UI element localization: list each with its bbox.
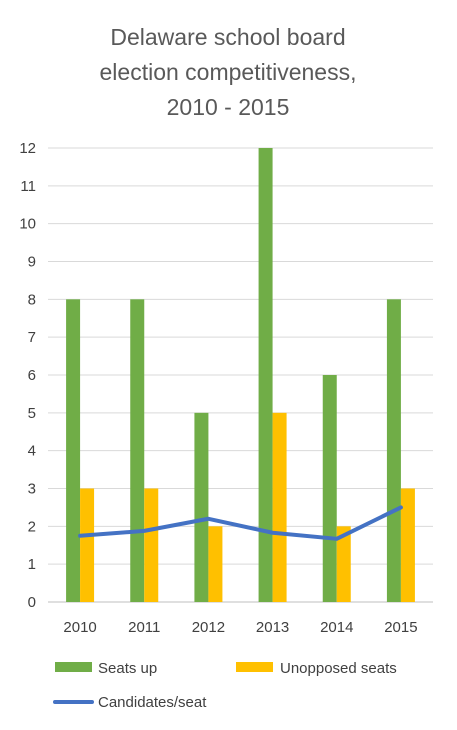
bars — [66, 148, 415, 602]
x-axis-ticks: 2010 2011 2012 2013 2014 2015 — [63, 619, 417, 636]
line-candidates-seat — [78, 505, 403, 541]
x-tick-label-2011: 2011 — [128, 619, 160, 636]
y-tick-label-11: 11 — [20, 178, 36, 195]
y-tick-label-4: 4 — [28, 443, 36, 460]
y-tick-label-3: 3 — [28, 481, 36, 498]
legend-swatch-seats-up — [55, 662, 92, 672]
legend: Seats up Unopposed seats Candidates/seat — [53, 660, 397, 711]
x-tick-label-2012: 2012 — [192, 619, 225, 636]
bar-unopposed-seats-2014 — [336, 526, 351, 602]
y-tick-label-0: 0 — [28, 594, 36, 611]
bar-seats-up-2013 — [258, 148, 273, 602]
x-tick-label-2013: 2013 — [256, 619, 289, 636]
legend-label-candidates-per-seat: Candidates/seat — [98, 694, 207, 711]
gridlines — [48, 147, 433, 603]
bar-unopposed-seats-2012 — [208, 526, 223, 602]
bar-unopposed-seats-2011 — [144, 488, 159, 602]
line-layer — [78, 505, 403, 541]
bar-seats-up-2011 — [130, 299, 145, 602]
bar-seats-up-2014 — [322, 375, 337, 602]
legend-label-unopposed-seats: Unopposed seats — [280, 660, 397, 677]
x-tick-label-2015: 2015 — [384, 619, 417, 636]
bar-seats-up-2010 — [66, 299, 81, 602]
y-tick-label-12: 12 — [19, 140, 36, 157]
bar-seats-up-2015 — [386, 299, 401, 602]
legend-label-seats-up: Seats up — [98, 660, 157, 677]
bar-unopposed-seats-2013 — [272, 412, 287, 602]
bar-seats-up-2012 — [194, 412, 209, 602]
chart-title-line-3: 2010 - 2015 — [167, 94, 290, 120]
y-tick-label-10: 10 — [19, 216, 36, 233]
y-tick-label-8: 8 — [28, 291, 36, 308]
y-tick-label-9: 9 — [28, 254, 36, 271]
legend-swatch-unopposed-seats — [236, 662, 273, 672]
chart-title: Delaware school board election competiti… — [100, 24, 357, 120]
y-tick-label-5: 5 — [28, 405, 36, 422]
chart-title-line-1: Delaware school board — [110, 24, 345, 50]
x-tick-label-2010: 2010 — [63, 619, 96, 636]
bar-unopposed-seats-2010 — [80, 488, 95, 602]
chart-title-line-2: election competitiveness, — [100, 59, 357, 85]
bar-unopposed-seats-2015 — [400, 488, 415, 602]
y-tick-label-7: 7 — [28, 329, 36, 346]
y-tick-label-6: 6 — [28, 367, 36, 384]
y-tick-label-2: 2 — [28, 518, 36, 535]
y-tick-label-1: 1 — [28, 556, 36, 573]
x-tick-label-2014: 2014 — [320, 619, 353, 636]
